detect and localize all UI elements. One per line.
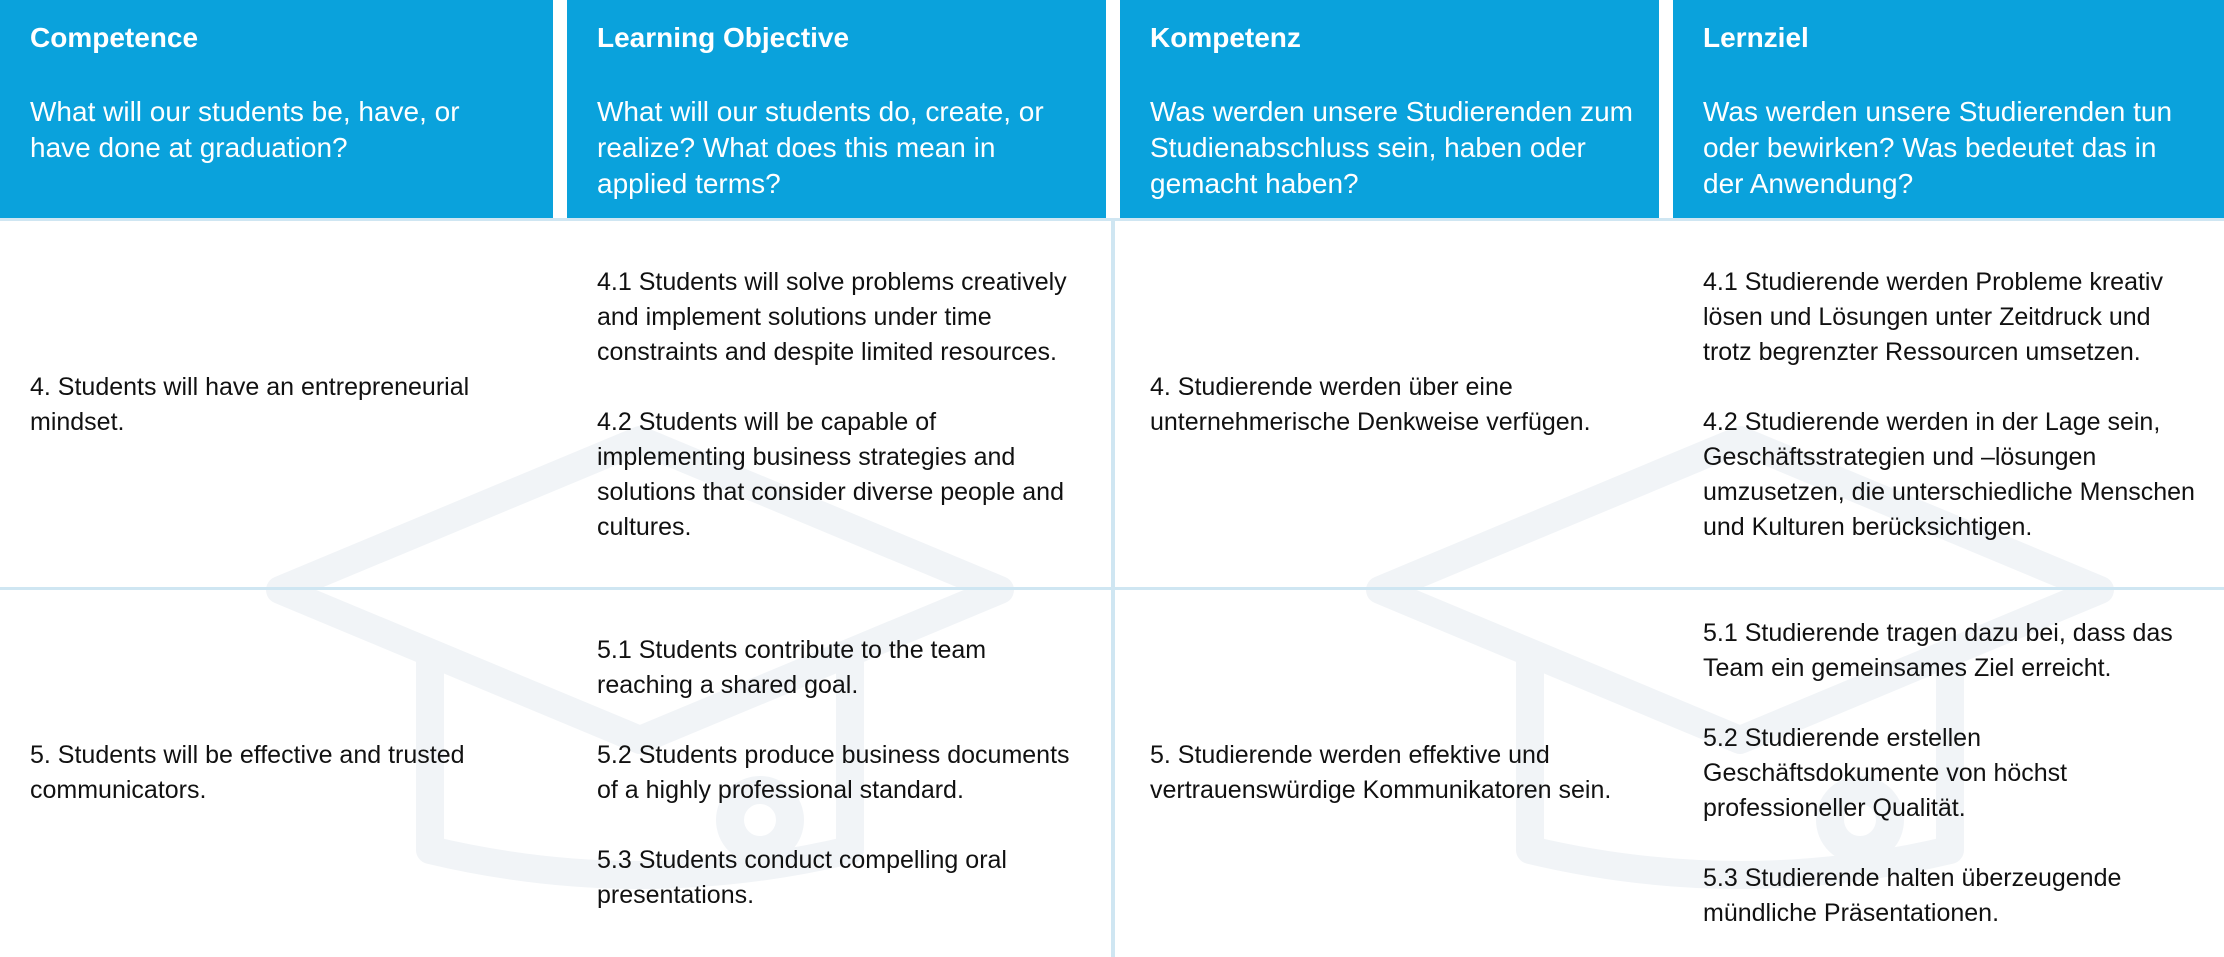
cell-text: 5.1 Students contribute to the team reac…: [597, 636, 987, 699]
table-cell: 4. Studierende werden über eine unterneh…: [1120, 220, 1659, 589]
cell-text: 4.2 Studierende werden in der Lage sein,…: [1703, 407, 2195, 541]
header-question: Was werden unsere Studierenden zum Studi…: [1150, 96, 1633, 199]
column-separator: [553, 220, 567, 589]
table-cell: 4. Students will have an entrepreneurial…: [0, 220, 553, 589]
cell-text: 5.3 Studierende halten überzeugende münd…: [1703, 863, 2122, 927]
header-title: Kompetenz: [1150, 22, 1301, 53]
cell-text: 5.1 Studierende tragen dazu bei, dass da…: [1703, 618, 2173, 682]
cell-text: 5.3 Students conduct compelling oral pre…: [597, 846, 1007, 909]
header-question: Was werden unsere Studierenden tun oder …: [1703, 96, 2173, 199]
row-divider: [0, 587, 2224, 590]
header-separator: [1659, 0, 1673, 220]
header-separator: [553, 0, 567, 220]
table-cell: 5. Studierende werden effektive und vert…: [1120, 589, 1659, 957]
table-cell: 5.1 Students contribute to the team reac…: [567, 589, 1106, 957]
header-question: What will our students be, have, or have…: [30, 96, 460, 163]
header-title: Lernziel: [1703, 22, 1809, 53]
cell-text: 4.2 Students will be capable of implemen…: [597, 407, 1064, 541]
header-title: Learning Objective: [597, 22, 850, 53]
header-cell: Lernziel Was werden unsere Studierenden t…: [1673, 0, 2224, 220]
cell-text: 5.2 Studierende erstellen Geschäftsdokum…: [1703, 723, 2068, 822]
header-cell: Learning Objective What will our students…: [567, 0, 1106, 220]
column-separator: [1106, 589, 1120, 957]
cell-text: 5.2 Students produce business documents …: [597, 741, 1070, 804]
column-separator: [1106, 220, 1120, 589]
row-divider: [0, 218, 2224, 221]
cell-text: 4.1 Students will solve problems creativ…: [597, 267, 1067, 366]
cell-text: 5. Studierende werden effektive und vert…: [1150, 741, 1612, 804]
cell-text: 4. Studierende werden über eine unterneh…: [1150, 372, 1591, 436]
header-title: Competence: [30, 22, 199, 53]
header-cell: Kompetenz Was werden unsere Studierenden …: [1120, 0, 1659, 220]
table-cell: 4.1 Students will solve problems creativ…: [567, 220, 1106, 589]
column-separator: [1659, 589, 1673, 957]
header-cell: Competence What will our students be, hav…: [0, 0, 553, 220]
table-cell: 5. Students will be effective and truste…: [0, 589, 553, 957]
column-separator: [1659, 220, 1673, 589]
table-cell: 5.1 Studierende tragen dazu bei, dass da…: [1673, 589, 2224, 957]
cell-text: 5. Students will be effective and truste…: [30, 741, 465, 804]
cell-text: 4. Students will have an entrepreneurial…: [30, 372, 470, 436]
table-cell: 4.1 Studierende werden Probleme kreativ …: [1673, 220, 2224, 589]
cap-icon: [266, 426, 1014, 889]
header-separator: [1106, 0, 1120, 220]
header-question: What will our students do, create, or re…: [597, 96, 1044, 199]
cap-icon: [1366, 426, 2114, 889]
column-separator: [553, 589, 567, 957]
cell-text: 4.1 Studierende werden Probleme kreativ …: [1703, 267, 2163, 366]
